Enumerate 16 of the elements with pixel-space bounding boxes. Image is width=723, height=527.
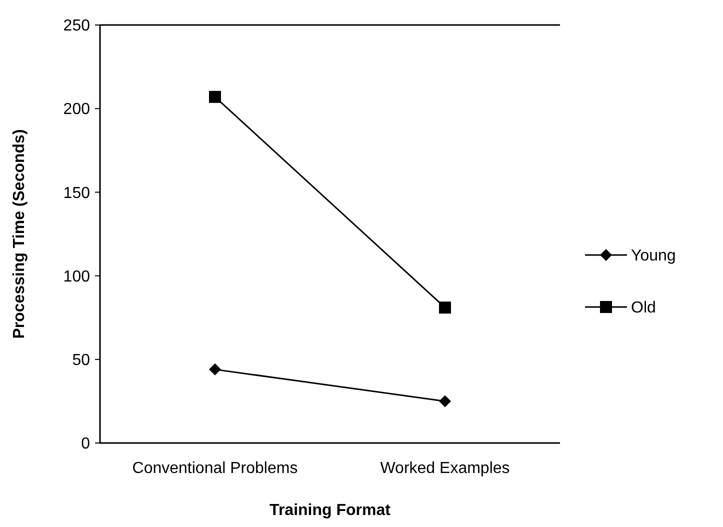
y-tick-label: 100 (63, 268, 90, 286)
point (439, 395, 451, 408)
y-tick-label: 50 (72, 352, 90, 369)
legend-label: Old (631, 300, 656, 317)
point (209, 363, 221, 376)
x-tick-label: Worked Examples (380, 460, 510, 477)
x-axis-title: Training Format (270, 502, 392, 519)
y-tick-label: 150 (63, 184, 90, 202)
y-tick-label: 0 (81, 436, 90, 453)
y-tick-label: 250 (63, 18, 90, 35)
point (209, 90, 221, 103)
y-axis-title: Processing Time (Seconds) (11, 129, 28, 339)
point (439, 302, 451, 314)
x-tick-label: Conventional Problems (132, 460, 298, 477)
legend-label: Young (631, 248, 676, 265)
y-tick-label: 200 (63, 101, 90, 118)
